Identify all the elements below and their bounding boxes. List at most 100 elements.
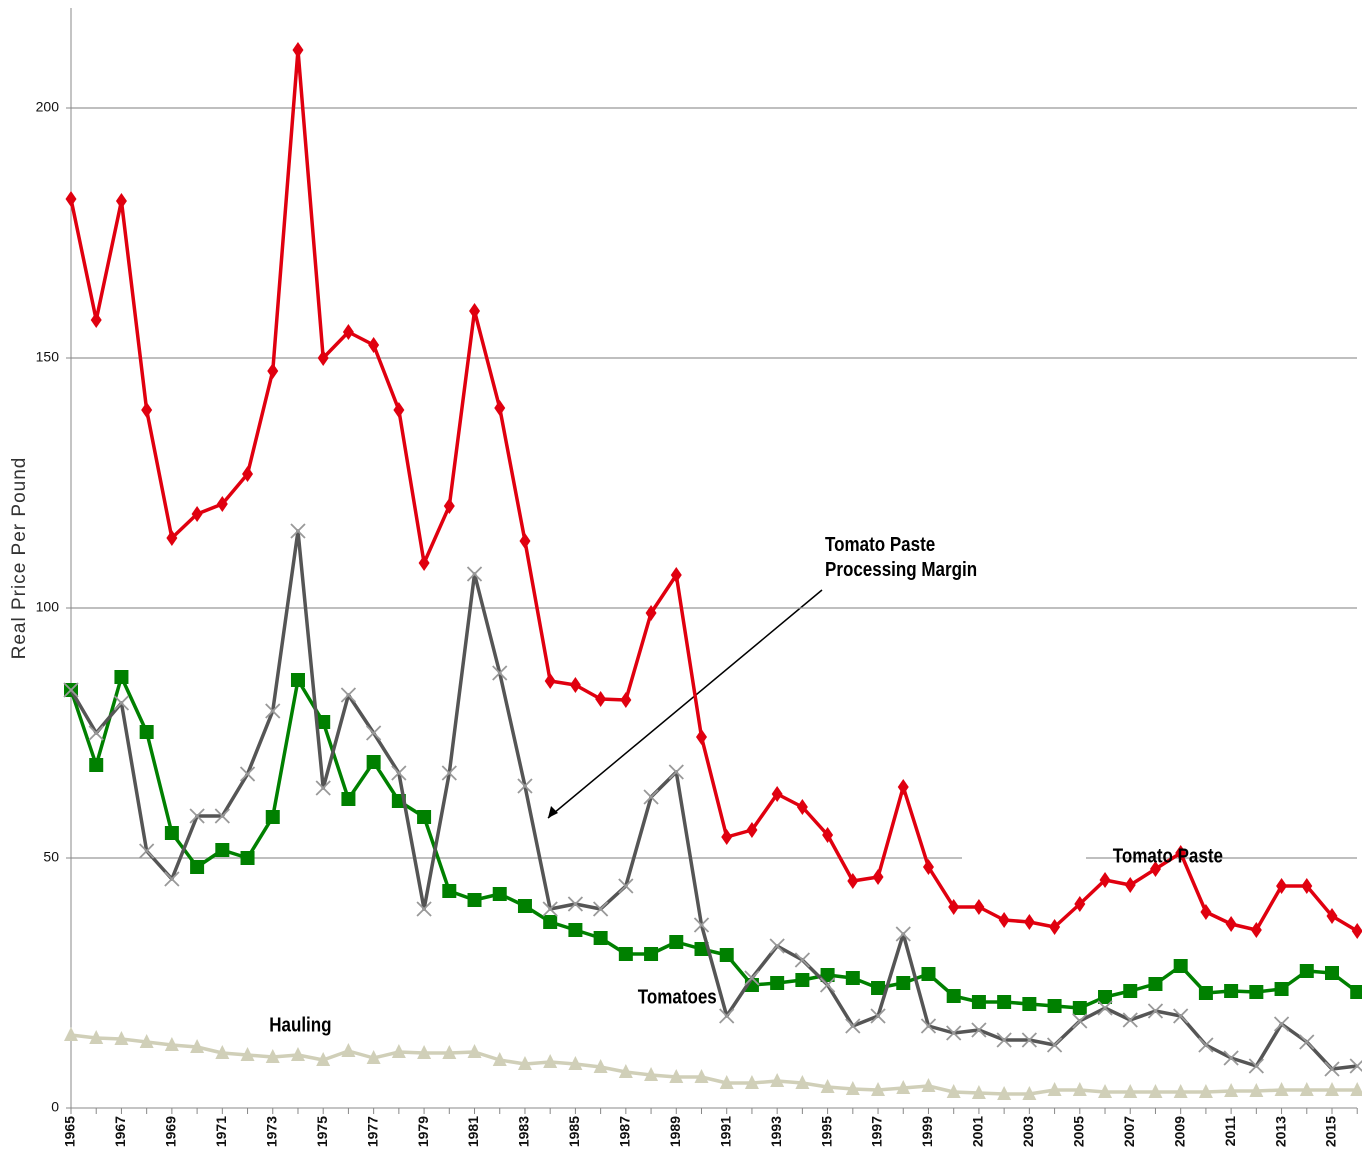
square-marker <box>215 843 230 857</box>
x-marker <box>1072 1013 1088 1029</box>
label-background <box>962 843 1086 871</box>
diamond-marker <box>1326 908 1338 924</box>
square-marker <box>1350 985 1362 999</box>
x-marker <box>618 878 634 894</box>
x-tick-label: 1995 <box>818 1116 834 1147</box>
x-marker <box>239 766 256 782</box>
square-marker <box>164 826 179 840</box>
x-marker <box>1223 1050 1239 1066</box>
series-label: Hauling <box>269 1013 331 1036</box>
x-tick-label: 1979 <box>415 1116 431 1147</box>
diamond-marker <box>65 191 77 207</box>
x-marker <box>164 871 180 887</box>
diamond-marker <box>1276 878 1288 894</box>
arrow-head <box>548 806 558 818</box>
triangle-marker <box>1274 1082 1289 1096</box>
x-marker <box>1299 1034 1315 1050</box>
triangle-marker <box>543 1054 558 1068</box>
x-tick-label: 1967 <box>112 1116 128 1147</box>
y-tick-label: 0 <box>51 1099 59 1115</box>
x-marker <box>1046 1037 1063 1053</box>
square-marker <box>316 715 331 729</box>
square-marker <box>543 915 558 929</box>
diamond-marker <box>393 402 405 418</box>
square-marker <box>442 884 457 898</box>
series-label: Tomato Paste <box>1113 844 1223 867</box>
x-marker <box>492 665 508 681</box>
triangle-marker <box>971 1085 986 1099</box>
diamond-marker <box>922 859 934 875</box>
square-marker <box>568 923 583 937</box>
diamond-marker <box>897 779 909 795</box>
diamond-marker <box>998 912 1010 928</box>
square-marker <box>467 893 482 907</box>
triangle-marker <box>316 1052 331 1066</box>
series-0 <box>65 42 1362 939</box>
diamond-marker <box>1023 914 1035 930</box>
square-marker <box>1325 966 1339 980</box>
triangle-marker <box>770 1073 785 1087</box>
x-marker <box>366 725 382 741</box>
triangle-marker <box>1072 1082 1087 1096</box>
square-marker <box>1173 959 1188 973</box>
square-marker <box>1047 999 1062 1013</box>
x-tick-label: 1977 <box>364 1116 380 1147</box>
x-marker <box>870 1008 886 1024</box>
triangle-marker <box>492 1052 507 1066</box>
triangle-marker <box>64 1027 78 1041</box>
diamond-marker <box>342 324 354 340</box>
x-marker <box>1248 1058 1264 1074</box>
square-marker <box>921 967 936 981</box>
x-marker <box>567 896 584 912</box>
square-marker <box>896 976 911 990</box>
triangle-marker <box>341 1043 356 1057</box>
x-marker <box>1198 1037 1214 1053</box>
x-tick-label: 1969 <box>163 1116 179 1147</box>
x-marker <box>895 926 911 942</box>
triangle-marker <box>417 1045 432 1059</box>
triangle-marker <box>795 1075 810 1089</box>
diamond-marker <box>973 899 985 915</box>
square-marker <box>240 851 255 865</box>
diamond-marker <box>267 363 279 379</box>
x-tick-label: 2011 <box>1222 1116 1238 1147</box>
x-marker <box>920 1018 937 1034</box>
diamond-marker <box>90 312 102 328</box>
diamond-marker <box>317 350 329 366</box>
x-tick-label: 1991 <box>717 1116 733 1147</box>
x-marker <box>542 901 558 917</box>
triangle-marker <box>290 1047 305 1061</box>
diamond-marker <box>872 869 884 885</box>
diamond-marker <box>721 829 733 845</box>
triangle-marker <box>719 1075 734 1089</box>
square-marker <box>997 995 1012 1009</box>
triangle-marker <box>366 1050 381 1064</box>
x-tick-label: 2009 <box>1171 1116 1187 1147</box>
x-tick-label: 1987 <box>617 1116 633 1147</box>
square-marker <box>517 899 532 913</box>
triangle-marker <box>1198 1084 1213 1098</box>
annotation-arrow <box>547 589 823 819</box>
y-tick-label: 150 <box>36 349 60 365</box>
square-marker <box>618 947 633 961</box>
triangle-marker <box>1249 1083 1264 1097</box>
diamond-marker <box>1149 861 1161 877</box>
series-label: Tomatoes <box>638 985 717 1008</box>
x-marker <box>719 1008 735 1024</box>
square-marker <box>1072 1001 1087 1015</box>
triangle-marker <box>1148 1084 1163 1098</box>
diamond-marker <box>443 498 455 514</box>
square-marker <box>669 935 684 949</box>
diamond-marker <box>115 193 127 209</box>
x-tick-label: 1997 <box>869 1116 885 1147</box>
series-line <box>70 1033 1358 1096</box>
square-marker <box>417 810 432 824</box>
series-1 <box>63 523 1362 1077</box>
x-marker <box>1273 1016 1290 1032</box>
x-tick-label: 1993 <box>768 1116 784 1147</box>
x-tick-label: 2005 <box>1071 1116 1087 1147</box>
series-line <box>69 529 1358 1071</box>
x-tick-label: 2007 <box>1121 1116 1137 1147</box>
triangle-marker <box>871 1082 886 1096</box>
diamond-marker <box>368 337 380 353</box>
